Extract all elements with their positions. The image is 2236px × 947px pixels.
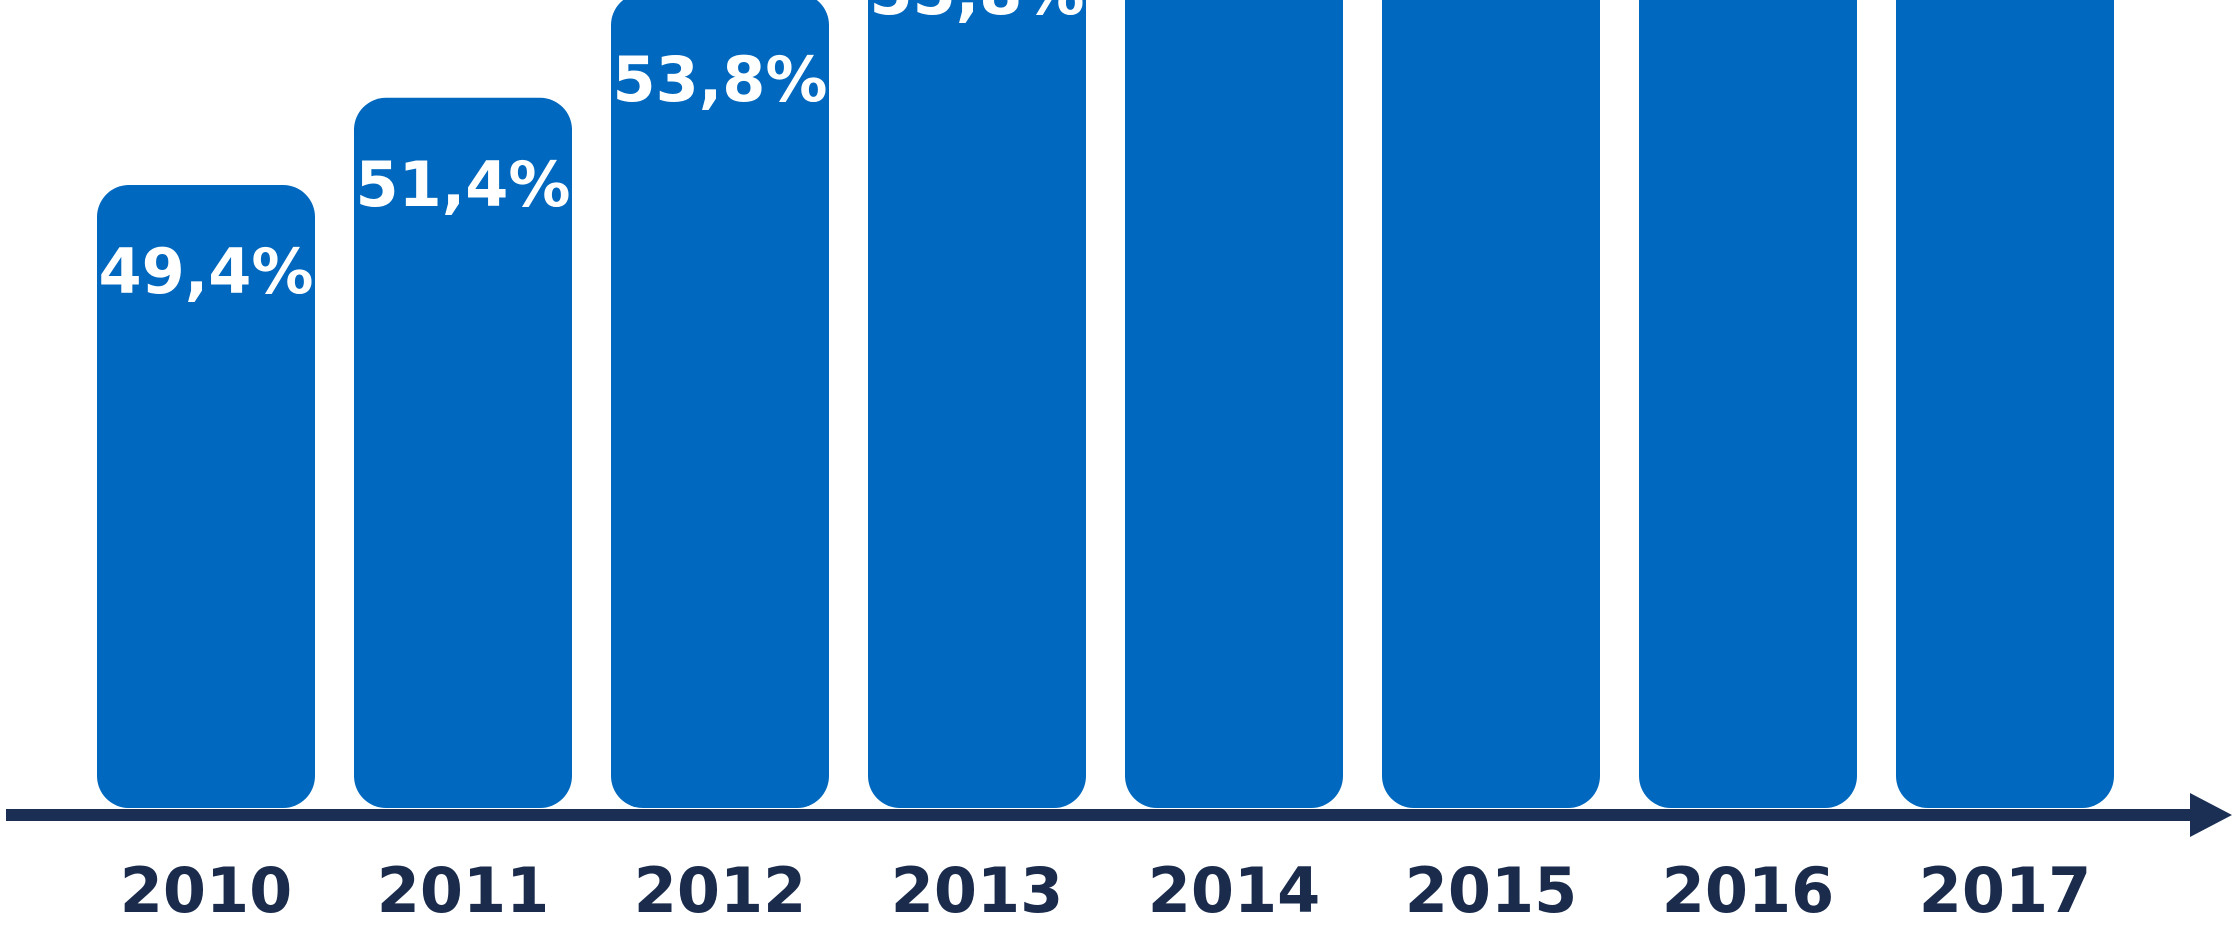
bar-value-label-2010: 49,4% bbox=[98, 235, 313, 308]
year-labels-group: 2010 2011 2012 2013 2014 2015 2016 2017 bbox=[120, 854, 2092, 927]
bar-2012 bbox=[611, 0, 829, 808]
x-tick-label-2013: 2013 bbox=[891, 854, 1064, 927]
bar-2015 bbox=[1382, 0, 1600, 808]
bar-2016 bbox=[1639, 0, 1857, 808]
bar-2017 bbox=[1896, 0, 2114, 808]
x-tick-label-2016: 2016 bbox=[1662, 854, 1835, 927]
bar-value-label-2012: 53,8% bbox=[612, 43, 827, 116]
bar-2014 bbox=[1125, 0, 1343, 808]
x-axis-arrow-icon bbox=[2190, 793, 2232, 837]
x-tick-label-2011: 2011 bbox=[377, 854, 550, 927]
bar-2011 bbox=[354, 97, 572, 809]
x-tick-label-2014: 2014 bbox=[1148, 854, 1321, 927]
x-tick-label-2010: 2010 bbox=[120, 854, 293, 927]
bar-value-label-2013: 55,8% bbox=[869, 0, 1084, 29]
x-tick-label-2015: 2015 bbox=[1405, 854, 1578, 927]
bar-value-label-2011: 51,4% bbox=[355, 148, 570, 221]
bar-2010 bbox=[97, 185, 315, 808]
bar-2013 bbox=[868, 0, 1086, 808]
bars-group bbox=[97, 0, 2114, 809]
bar-labels-group: 49,4%51,4%53,8%55,8%57,4%58,7%60,7%63,2% bbox=[98, 0, 1084, 308]
x-axis bbox=[6, 793, 2232, 837]
x-tick-label-2012: 2012 bbox=[634, 854, 807, 927]
x-tick-label-2017: 2017 bbox=[1919, 854, 2092, 927]
